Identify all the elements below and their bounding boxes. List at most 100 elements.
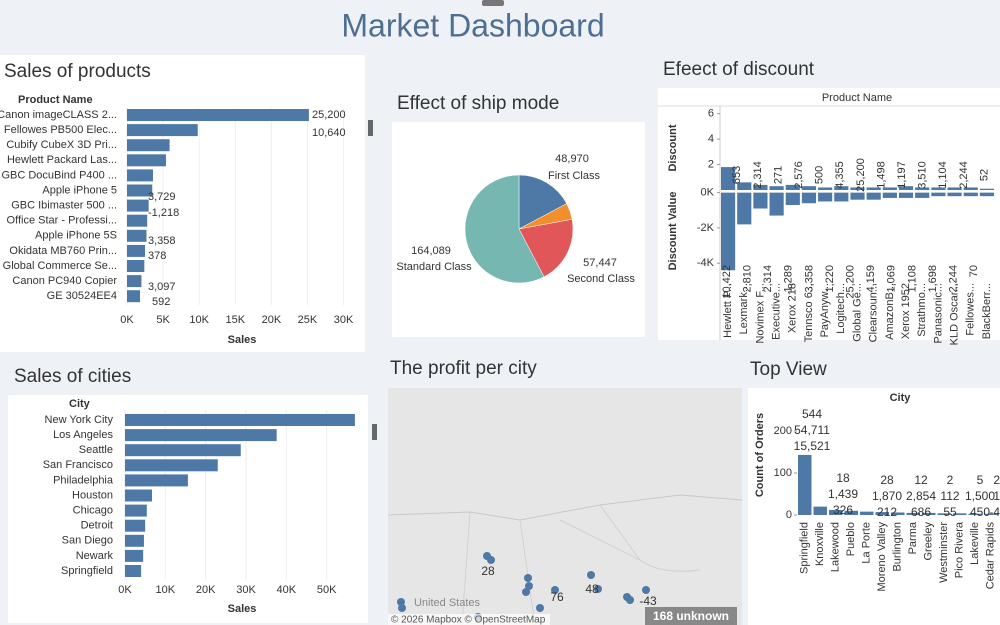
bar (875, 512, 889, 515)
bar (866, 192, 881, 200)
bar (721, 192, 736, 271)
x-tick-label: Lakewood (830, 522, 842, 572)
bar (801, 186, 817, 190)
category-header: Product Name (822, 92, 892, 104)
data-label: 52 (978, 169, 990, 181)
city-dot (551, 586, 559, 594)
legend-label: First Class (548, 170, 600, 182)
bar (127, 199, 149, 212)
data-label: 25,200 (312, 109, 346, 121)
panel-title: Efeect of discount (663, 59, 815, 80)
y-tick-label: 0 (786, 509, 792, 521)
bar (818, 192, 833, 202)
scrollbar[interactable] (372, 424, 377, 440)
bar (898, 192, 914, 198)
bar (127, 139, 170, 152)
bar (127, 169, 153, 182)
pie-slice (464, 174, 545, 284)
axis-title: Sales (228, 334, 257, 346)
bar (127, 214, 148, 227)
y-tick-label: -4K (697, 257, 715, 269)
x-tick-label: 5K (156, 314, 170, 326)
y-tick-label: Detroit (81, 520, 113, 532)
x-tick-label: Logitech... (835, 283, 847, 334)
y-tick-label: New York City (45, 414, 114, 426)
data-label: 10,422 (721, 265, 733, 299)
bar (850, 187, 865, 190)
bar (931, 192, 946, 197)
lake-shore (559, 519, 701, 572)
bar (931, 187, 946, 190)
x-tick-label: AmazonB... (884, 283, 896, 340)
data-label: 1 (993, 489, 1000, 503)
y-tick-label: Chicago (73, 505, 113, 517)
bar (125, 414, 355, 426)
bar (125, 429, 277, 442)
axis-title: Sales (228, 603, 257, 615)
data-label: 2,244 (958, 161, 970, 189)
x-tick-label: 30K (236, 584, 256, 596)
city-dot (626, 596, 634, 604)
y-tick-label: Canon PC940 Copier (12, 275, 117, 287)
y-tick-label: GBC Ibimaster 500 ... (11, 200, 117, 212)
x-tick-label: Knoxville (814, 522, 826, 566)
data-label: 12 (914, 473, 928, 487)
bar (891, 512, 905, 515)
y-tick-label: Fellowes PB500 Elec... (4, 124, 117, 136)
x-tick-label: Panasonic... (932, 283, 944, 344)
panel-title: The profit per city (390, 358, 537, 379)
y-tick-label: Houston (72, 489, 113, 501)
panel (0, 55, 365, 352)
x-tick-label: Hewlett P... (722, 283, 734, 338)
data-label: 164,089 (411, 245, 451, 257)
bar (818, 187, 833, 190)
city-dot (398, 604, 406, 612)
city-dot (397, 598, 405, 606)
y-tick-label: Okidata MB760 Prin... (9, 245, 117, 257)
data-label: 686 (911, 505, 931, 519)
y-tick-label: Cubify CubeX 3D Pri... (6, 139, 117, 151)
data-label: 18 (836, 471, 850, 485)
unknown-badge[interactable] (645, 607, 737, 625)
data-label: 10,640 (312, 127, 346, 139)
bar (127, 229, 147, 242)
y-tick-label: Apple iPhone 5S (35, 230, 117, 242)
pie-slice (518, 219, 574, 278)
bar (125, 504, 147, 517)
x-tick-label: KLD Oscar... (948, 283, 960, 345)
city-dot (594, 585, 602, 593)
y-tick-label: San Francisco (43, 459, 113, 471)
data-label: 653 (731, 166, 743, 184)
scrollbar[interactable] (368, 120, 373, 136)
bar (125, 565, 142, 577)
data-label: 2,854 (906, 489, 936, 503)
drag-handle[interactable] (482, 0, 504, 6)
bar (834, 186, 849, 190)
data-label: 55 (943, 505, 957, 519)
data-label: 2 (947, 473, 954, 487)
data-label: 3,358 (803, 265, 815, 293)
bar (979, 192, 994, 197)
bar (125, 489, 153, 502)
data-label: 2,244 (948, 265, 960, 293)
bar (968, 513, 982, 515)
y-tick-label: 100 (774, 467, 792, 479)
x-tick-label: Pueblo (845, 522, 857, 556)
data-label: 1,220 (824, 265, 836, 293)
city-dot (587, 571, 595, 579)
bar (785, 192, 800, 205)
attribution: © 2026 Mapbox © OpenStreetMap (391, 615, 546, 625)
x-tick-label: Pico Rivera (954, 521, 966, 578)
x-tick-label: Xerox 218 (787, 283, 799, 333)
bar (834, 192, 849, 202)
bar (721, 167, 736, 190)
bar (127, 260, 145, 272)
data-label: 450 (970, 505, 990, 519)
x-tick-label: Cedar Rapids (985, 522, 997, 590)
panel (748, 388, 1000, 625)
x-tick-label: Moreno Valley (876, 522, 888, 592)
y-tick-label: 2 (708, 158, 714, 170)
legend-label: Standard Class (396, 261, 472, 273)
data-label: 57,447 (583, 257, 617, 269)
